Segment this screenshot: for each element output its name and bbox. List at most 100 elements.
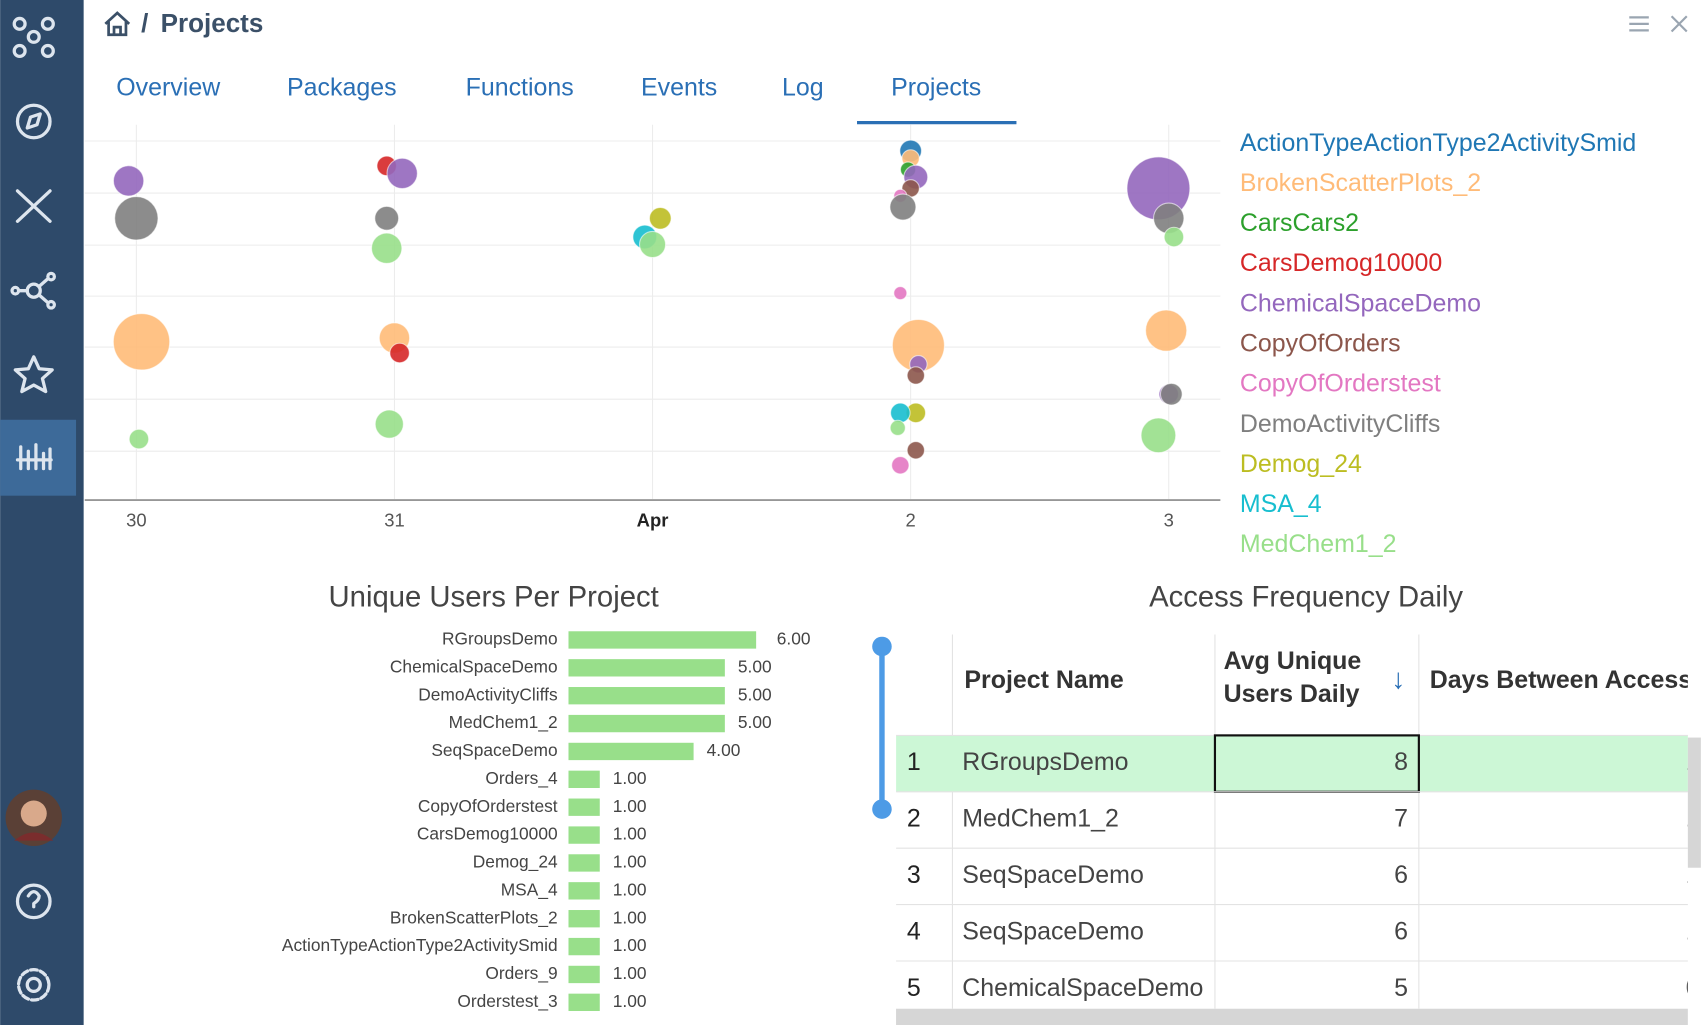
column-header[interactable]: Days Between Access (1430, 666, 1692, 694)
logo[interactable] (12, 16, 55, 59)
menu-icon[interactable] (1629, 16, 1649, 32)
slider-handle[interactable] (872, 799, 892, 819)
bubble[interactable] (891, 456, 910, 475)
home-icon[interactable] (104, 11, 131, 37)
bubble[interactable] (374, 409, 404, 439)
bubble[interactable] (648, 206, 672, 230)
bubble[interactable] (112, 165, 145, 197)
bar[interactable] (568, 631, 757, 649)
bubble[interactable] (906, 441, 926, 460)
legend-item[interactable]: MSA_4 (1240, 490, 1322, 518)
bar[interactable] (568, 798, 600, 816)
help-icon[interactable] (15, 883, 52, 920)
table-cell[interactable]: 8 (1394, 748, 1408, 776)
bubble[interactable] (889, 419, 906, 436)
dashboard-icon[interactable] (15, 443, 53, 471)
bar[interactable] (568, 714, 725, 733)
x-tick-label: 31 (384, 510, 405, 531)
bubble[interactable] (1159, 382, 1183, 406)
table-cell[interactable]: MedChem1_2 (962, 805, 1119, 833)
bubble[interactable] (374, 205, 400, 231)
legend-item[interactable]: ActionTypeActionType2ActivitySmid (1240, 129, 1636, 157)
bubble[interactable] (386, 157, 418, 190)
bubble[interactable] (893, 286, 908, 301)
bubble[interactable] (389, 342, 410, 364)
sort-arrow: ↓ (1391, 663, 1405, 695)
bubble[interactable] (638, 230, 667, 259)
table-cell[interactable]: 1.3 (1686, 861, 1701, 889)
table-body: Project Name Avg Unique Users Daily ↓ Days … (896, 634, 1701, 1009)
favorites-icon[interactable] (13, 355, 54, 394)
table-cell[interactable]: 6 (1394, 861, 1408, 889)
tab[interactable]: Events (641, 74, 717, 102)
bar[interactable] (568, 882, 600, 900)
bar[interactable] (568, 687, 725, 705)
bubble[interactable] (112, 313, 171, 371)
chart-title: Unique Users Per Project (329, 580, 659, 613)
table-cell[interactable]: 1.3 (1686, 917, 1701, 945)
y-tick-label: MedChem1_2 (449, 712, 558, 732)
legend-item[interactable]: ChemicalSpaceDemo (1240, 289, 1481, 317)
table-cell[interactable]: 6 (1394, 917, 1408, 945)
bar[interactable] (568, 965, 600, 984)
table-cell[interactable]: 5 (1394, 974, 1408, 1002)
legend-item[interactable]: CarsCars2 (1240, 209, 1359, 237)
table-header (896, 634, 1688, 736)
table-cell[interactable]: RGroupsDemo (962, 748, 1128, 776)
bubble[interactable] (890, 402, 911, 424)
legend-item[interactable]: BrokenScatterPlots_2 (1240, 169, 1481, 197)
legend-item[interactable]: Demog_24 (1240, 450, 1362, 478)
y-tick-label: Orderstest_3 (457, 991, 557, 1011)
bubble[interactable] (1145, 309, 1188, 352)
horizontal-scrollbar[interactable] (896, 1008, 1688, 1025)
table-cell[interactable]: 7 (1394, 805, 1408, 833)
avatar[interactable] (5, 789, 62, 847)
column-header[interactable]: Avg Unique Users Daily (1224, 644, 1376, 720)
tools-icon[interactable] (15, 189, 52, 223)
bar[interactable] (568, 742, 694, 761)
settings-icon[interactable] (16, 968, 51, 1002)
bar[interactable] (568, 993, 600, 1012)
bubble[interactable] (128, 428, 150, 450)
slider-handle[interactable] (872, 636, 892, 657)
close-icon[interactable] (1670, 15, 1688, 33)
tab[interactable]: Packages (287, 74, 397, 102)
legend-item[interactable]: CopyOfOrders (1240, 330, 1401, 358)
bar[interactable] (568, 937, 600, 956)
legend-item[interactable]: DemoActivityCliffs (1240, 410, 1440, 438)
bar[interactable] (568, 659, 725, 677)
bar[interactable] (568, 910, 600, 928)
browse-icon[interactable] (15, 103, 52, 140)
tab[interactable]: Functions (466, 74, 574, 102)
tab[interactable]: Overview (116, 74, 221, 102)
bar[interactable] (568, 826, 600, 844)
bubble[interactable] (1163, 226, 1185, 248)
table-cell[interactable]: 1.1 (1686, 805, 1701, 833)
y-tick-label: Demog_24 (473, 852, 558, 872)
tab[interactable]: Projects (891, 74, 981, 102)
legend-item[interactable]: MedChem1_2 (1240, 530, 1397, 558)
y-tick-label: ActionTypeActionType2ActivitySmid (282, 935, 558, 955)
x-tick-label: 3 (1164, 510, 1174, 531)
bar[interactable] (568, 854, 600, 872)
tab[interactable]: Log (782, 74, 824, 102)
table-cell[interactable]: SeqSpaceDemo (962, 917, 1144, 945)
table-title: Access Frequency Daily (1149, 580, 1463, 613)
bar[interactable] (568, 770, 600, 789)
table-cell[interactable]: 0.8 (1686, 974, 1701, 1002)
row-number: 3 (907, 861, 921, 889)
bubble[interactable] (1140, 417, 1177, 454)
vertical-scrollbar[interactable] (1687, 737, 1701, 868)
data-label: 1.00 (613, 935, 647, 955)
network-icon[interactable] (10, 271, 56, 310)
bubble[interactable] (114, 196, 159, 241)
table-cell[interactable]: SeqSpaceDemo (962, 861, 1144, 889)
legend-item[interactable]: CarsDemog10000 (1240, 249, 1442, 277)
table-cell[interactable]: ChemicalSpaceDemo (962, 974, 1203, 1002)
legend-item[interactable]: CopyOfOrderstest (1240, 370, 1441, 398)
column-header[interactable]: Project Name (964, 666, 1124, 694)
table-cell[interactable]: 1.1 (1686, 748, 1701, 776)
bubble[interactable] (370, 232, 403, 264)
bubble[interactable] (889, 193, 917, 221)
bubble[interactable] (906, 366, 926, 385)
